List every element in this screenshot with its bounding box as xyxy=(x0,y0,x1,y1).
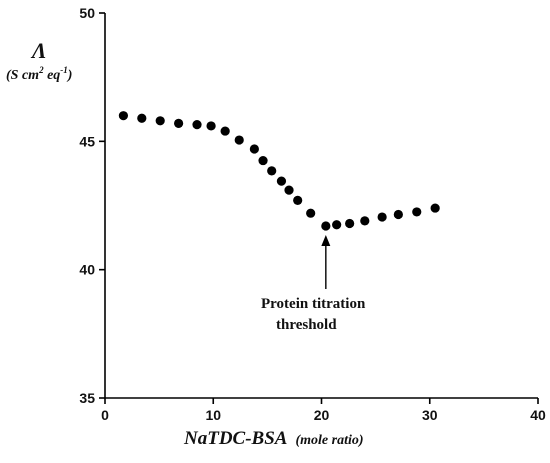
data-point xyxy=(360,216,370,226)
data-point xyxy=(220,126,230,136)
data-point xyxy=(249,144,259,154)
data-point xyxy=(345,218,355,229)
x-tick-label: 20 xyxy=(314,407,330,423)
data-point xyxy=(430,203,440,213)
x-axis-label: NaTDC-BSA (mole ratio) xyxy=(183,428,364,449)
x-axis-ticks: 0 10 20 30 40 xyxy=(101,398,546,423)
data-point xyxy=(293,195,303,205)
x-tick-label: 40 xyxy=(530,407,546,423)
data-point xyxy=(118,111,129,121)
data-point xyxy=(137,113,147,123)
y-axis-label-symbol: Λ xyxy=(30,38,47,63)
y-tick-label: 50 xyxy=(79,5,95,21)
data-points xyxy=(118,111,440,231)
data-point xyxy=(377,212,387,222)
x-tick-label: 10 xyxy=(205,407,221,423)
y-axis-ticks: 35 40 45 50 xyxy=(79,5,105,406)
x-tick-label: 30 xyxy=(422,407,438,423)
data-point xyxy=(155,116,165,126)
data-point xyxy=(412,207,422,217)
data-point xyxy=(332,220,342,230)
data-point xyxy=(267,166,277,176)
y-axis-label-unit: (S cm2 eq-1) xyxy=(6,65,72,83)
annotation-line1: Protein titration xyxy=(261,296,366,312)
data-point xyxy=(321,221,331,231)
x-tick-label: 0 xyxy=(101,407,109,423)
data-point xyxy=(258,155,268,166)
data-point xyxy=(206,121,216,131)
data-point xyxy=(393,209,403,220)
data-point xyxy=(306,208,316,218)
y-tick-label: 35 xyxy=(79,390,95,406)
data-point xyxy=(276,176,287,186)
y-tick-label: 40 xyxy=(79,262,95,278)
data-point xyxy=(234,135,244,145)
data-point xyxy=(284,185,294,195)
data-point xyxy=(192,120,202,130)
annotation-arrowhead xyxy=(321,235,331,247)
annotation: Protein titration threshold xyxy=(261,235,366,333)
y-tick-label: 45 xyxy=(79,133,95,149)
data-point xyxy=(174,118,184,128)
annotation-line2: threshold xyxy=(276,317,337,333)
